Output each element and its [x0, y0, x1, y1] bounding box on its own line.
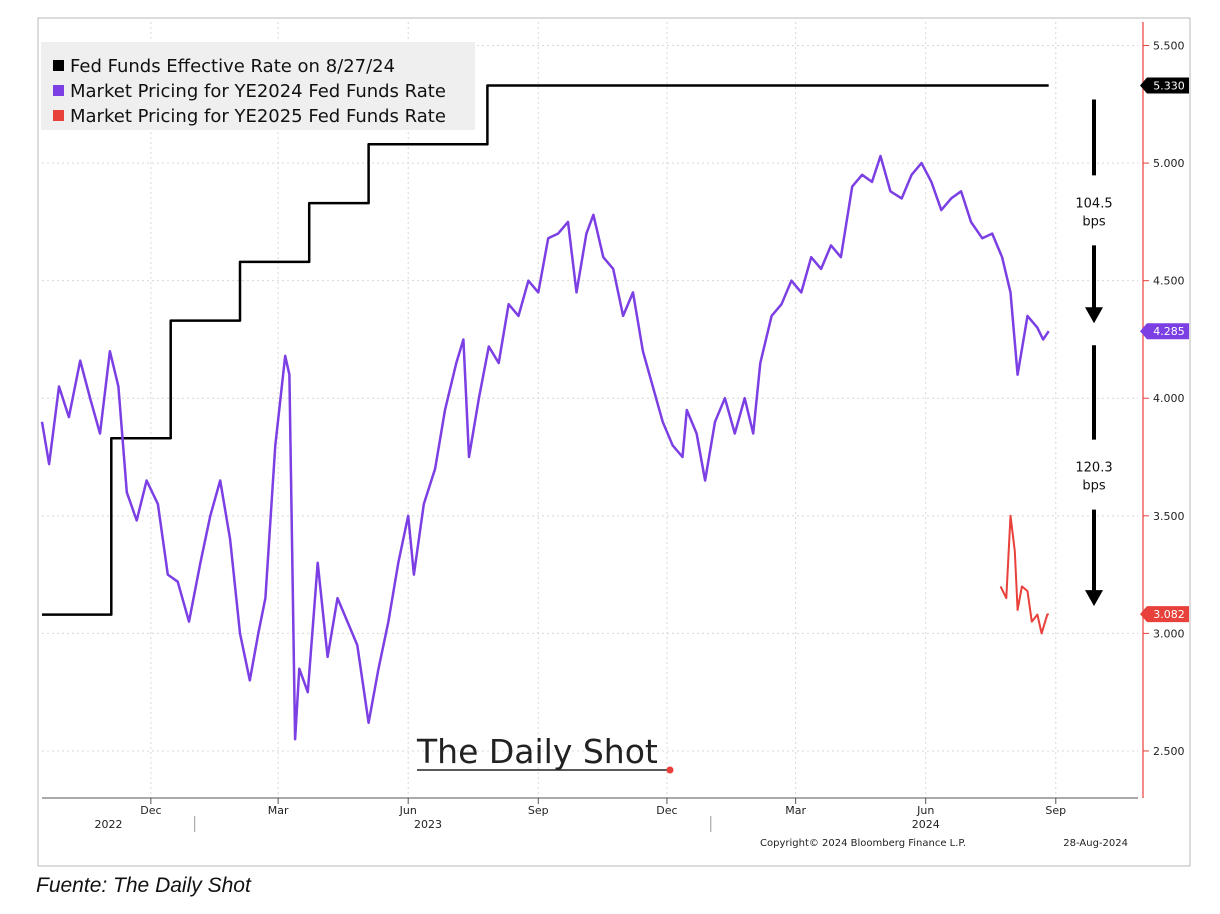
- value-tag-1: 5.330: [1140, 77, 1189, 94]
- value-tag-text: 3.082: [1153, 608, 1185, 621]
- x-tick-label: Mar: [268, 804, 289, 817]
- date-stamp: 28-Aug-2024: [1063, 838, 1128, 849]
- x-tick-label: Sep: [1045, 804, 1066, 817]
- legend-swatch-3: [53, 110, 64, 121]
- annotation-unit: bps: [1082, 214, 1106, 229]
- year-label: 2024: [912, 818, 940, 831]
- value-tag-bg: [1140, 606, 1189, 623]
- value-tag-2: 4.285: [1140, 323, 1189, 340]
- annotation-value: 104.5: [1075, 196, 1112, 211]
- value-tag-text: 4.285: [1153, 325, 1185, 338]
- x-tick-label: Sep: [528, 804, 549, 817]
- chart-svg: Fed Funds Effective Rate on 8/27/24 Marke…: [37, 17, 1191, 867]
- y-tick-label: 3.000: [1153, 627, 1185, 640]
- value-tag-text: 5.330: [1153, 79, 1185, 92]
- year-label: 2023: [414, 818, 442, 831]
- watermark-text: The Daily Shot: [416, 732, 658, 771]
- annotation-unit: bps: [1082, 479, 1106, 494]
- value-tag-bg: [1140, 323, 1189, 340]
- y-tick-label: 2.500: [1153, 745, 1185, 758]
- watermark-dot: [666, 766, 674, 774]
- legend-label-3: Market Pricing for YE2025 Fed Funds Rate: [70, 106, 446, 127]
- legend-label-1: Fed Funds Effective Rate on 8/27/24: [70, 56, 395, 77]
- x-tick-label: Jun: [916, 804, 934, 817]
- annotation-value: 120.3: [1075, 461, 1112, 476]
- legend-swatch-1: [53, 60, 64, 71]
- series-line-2: [40, 154, 1050, 741]
- source-note: Fuente: The Daily Shot: [36, 874, 251, 897]
- y-tick-label: 4.500: [1153, 275, 1185, 288]
- y-tick-label: 4.000: [1153, 392, 1185, 405]
- x-tick-label: Mar: [785, 804, 806, 817]
- value-tag-3: 3.082: [1140, 606, 1189, 623]
- legend-label-2: Market Pricing for YE2024 Fed Funds Rate: [70, 81, 446, 102]
- y-tick-label: 3.500: [1153, 510, 1185, 523]
- chart-frame: [37, 17, 1191, 867]
- legend-swatch-2: [53, 85, 64, 96]
- year-label: 2022: [94, 818, 122, 831]
- y-tick-label: 5.000: [1153, 157, 1185, 170]
- x-tick-label: Jun: [399, 804, 417, 817]
- value-tag-bg: [1140, 77, 1189, 94]
- legend-box: [41, 42, 475, 130]
- x-tick-label: Dec: [140, 804, 161, 817]
- x-tick-label: Dec: [656, 804, 677, 817]
- series-line-3: [999, 514, 1050, 635]
- arrow-head: [1085, 307, 1103, 324]
- annotation-arrow-2: 120.3 bps: [1075, 345, 1113, 607]
- arrow-head: [1085, 590, 1103, 607]
- annotation-arrow-1: 104.5 bps: [1075, 99, 1113, 324]
- copyright-text: Copyright© 2024 Bloomberg Finance L.P.: [760, 838, 966, 849]
- y-tick-label: 5.500: [1153, 40, 1185, 53]
- series-line-1: [42, 84, 1049, 616]
